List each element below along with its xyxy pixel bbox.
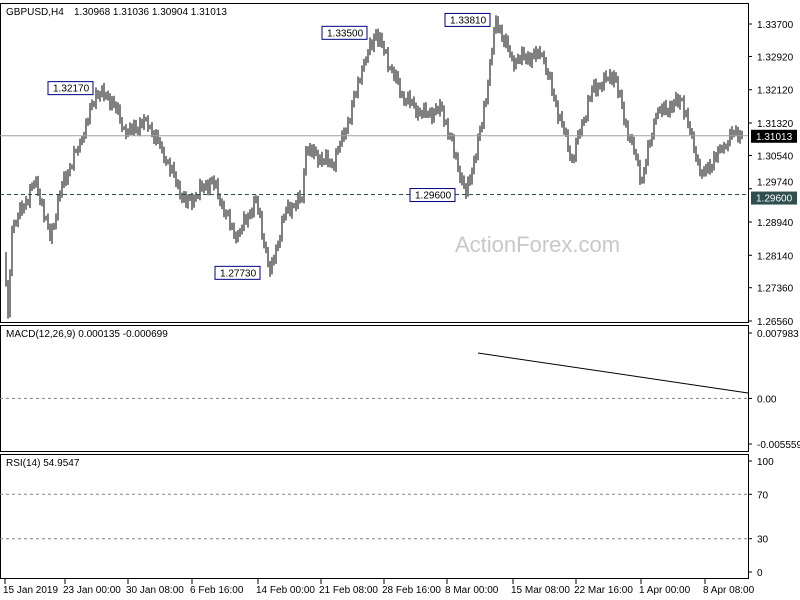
price-annotation: 1.32170	[47, 81, 94, 96]
macd-panel	[0, 325, 749, 452]
price-tick-label: 1.31320	[757, 119, 794, 130]
current-price-label-bg	[751, 129, 797, 143]
time-tick-label: 28 Feb 16:00	[382, 585, 441, 596]
rsi-tick-label: 100	[757, 457, 774, 468]
rsi-tick-label: 0	[757, 568, 763, 579]
annotation-label: 1.32170	[53, 84, 90, 95]
price-annotation: 1.33810	[444, 12, 491, 27]
annotation-box	[47, 81, 94, 96]
time-tick-label: 14 Feb 00:00	[256, 585, 315, 596]
price-tick-label: 1.30540	[757, 151, 794, 162]
annotation-box	[321, 25, 368, 40]
time-tick-label: 15 Mar 08:00	[511, 585, 570, 596]
time-tick-label: 23 Jan 00:00	[63, 585, 121, 596]
time-tick-label: 6 Feb 16:00	[190, 585, 244, 596]
price-annotation: 1.27730	[214, 265, 261, 280]
time-tick-label: 22 Mar 16:00	[574, 585, 633, 596]
annotation-box	[214, 265, 261, 280]
ohlc-readout: 1.30968 1.31036 1.30904 1.31013	[74, 7, 227, 18]
macd-trendline	[477, 352, 749, 394]
time-tick-label: 15 Jan 2019	[3, 585, 58, 596]
price-panel	[0, 3, 749, 323]
watermark: ActionForex.com	[455, 232, 620, 257]
time-tick-label: 8 Mar 00:00	[445, 585, 499, 596]
price-annotation: 1.29600	[409, 188, 456, 203]
macd-tick-label: 0.007983	[757, 329, 799, 340]
rsi-panel	[0, 454, 749, 579]
price-annotation: 1.33500	[321, 25, 368, 40]
macd-title: MACD(12,26,9) 0.000135 -0.000699	[6, 329, 168, 340]
price-tick-label: 1.27360	[757, 284, 794, 295]
price-tick-label: 1.26560	[757, 317, 794, 328]
level-price-label-bg	[751, 191, 797, 205]
time-tick-label: 30 Jan 08:00	[126, 585, 184, 596]
time-tick-label: 1 Apr 00:00	[639, 585, 691, 596]
price-tick-label: 1.28940	[757, 218, 794, 229]
rsi-tick-label: 70	[757, 490, 769, 501]
macd-tick-label: -0.005559	[757, 440, 800, 451]
annotation-label: 1.33500	[327, 28, 364, 39]
chart-header: GBPUSD,H4	[6, 7, 64, 18]
macd-tick-label: 0.00	[757, 394, 777, 405]
level-price-label: 1.29600	[756, 194, 793, 205]
annotation-box	[409, 188, 456, 203]
price-tick-label: 1.32920	[757, 52, 794, 63]
rsi-title: RSI(14) 54.9547	[6, 458, 80, 469]
current-price-label: 1.31013	[756, 132, 793, 143]
rsi-tick-label: 30	[757, 535, 769, 546]
price-tick-label: 1.28140	[757, 251, 794, 262]
time-tick-label: 8 Apr 08:00	[703, 585, 755, 596]
time-tick-label: 21 Feb 08:00	[319, 585, 378, 596]
annotation-label: 1.33810	[450, 15, 487, 26]
price-tick-label: 1.29740	[757, 178, 794, 189]
price-tick-label: 1.33700	[757, 20, 794, 31]
annotation-label: 1.29600	[415, 191, 452, 202]
annotation-box	[444, 12, 491, 27]
annotation-label: 1.27730	[220, 268, 257, 279]
price-tick-label: 1.32120	[757, 86, 794, 97]
